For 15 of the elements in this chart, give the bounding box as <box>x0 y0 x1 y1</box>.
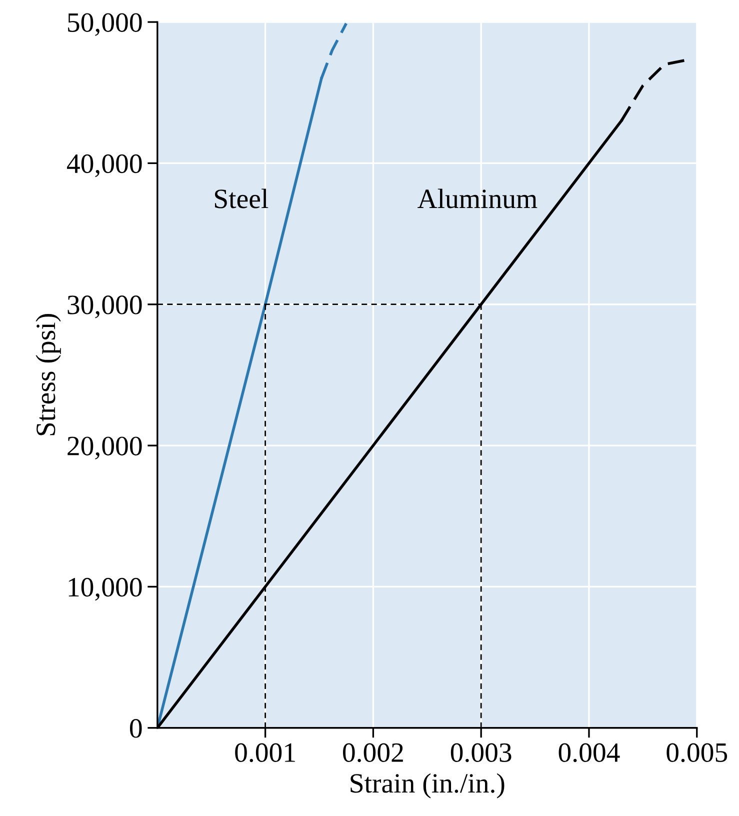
x-axis-title: Strain (in./in.) <box>350 773 504 798</box>
y-tick-label: 10,000 <box>68 578 142 601</box>
y-axis-title: Stress (psi) <box>36 314 61 436</box>
series-label: Aluminum <box>418 188 538 208</box>
y-tick-label: 0 <box>130 719 142 738</box>
x-tick-label: 0.001 <box>235 743 295 762</box>
y-tick-label: 50,000 <box>68 13 142 36</box>
y-tick-label: 20,000 <box>68 436 142 460</box>
y-tick-label: 30,000 <box>68 296 142 318</box>
y-tick-label: 40,000 <box>66 154 142 178</box>
x-tick-label: 0.005 <box>666 743 728 762</box>
x-tick-label: 0.002 <box>343 743 403 762</box>
x-tick-label: 0.003 <box>450 743 512 762</box>
series-label: Steel <box>214 188 268 208</box>
x-tick-label: 0.004 <box>558 743 620 762</box>
